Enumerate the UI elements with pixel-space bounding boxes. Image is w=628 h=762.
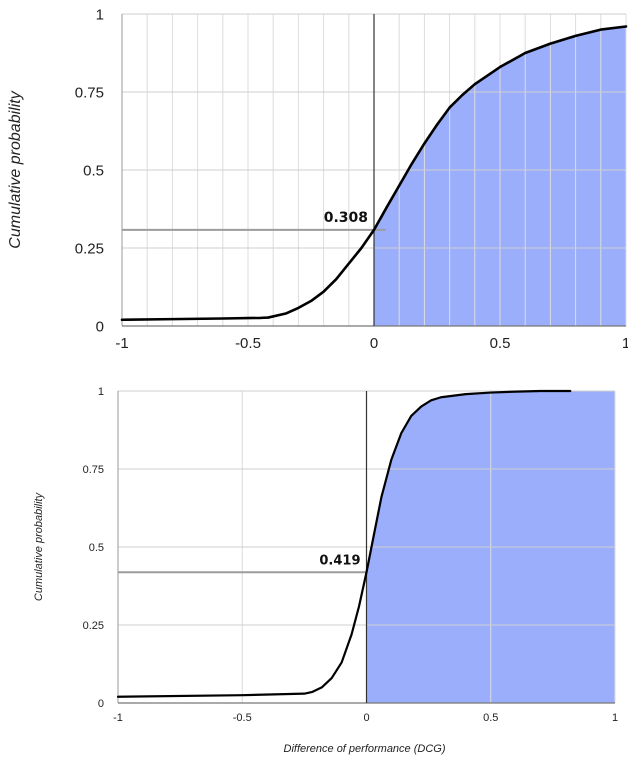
y-tick-label: 0.25 bbox=[75, 240, 104, 257]
x-axis-label: Difference of performance (DCG) bbox=[284, 743, 446, 755]
y-tick-label: 0.5 bbox=[83, 162, 104, 179]
y-axis-label: Cumulative probability bbox=[7, 90, 24, 248]
x-tick-label: 1 bbox=[612, 712, 618, 724]
cumulative-curve bbox=[120, 25, 628, 322]
annotation-label: 0.419 bbox=[319, 553, 360, 568]
y-tick-label: 1 bbox=[98, 386, 104, 398]
x-tick-label: 0.5 bbox=[490, 335, 511, 352]
x-tick-label: 1 bbox=[622, 335, 628, 352]
chart-2: 0.419 0 0.25 0.5 0.75 1 -1 -0.5 0 0.5 1 Cumulative … bbox=[33, 386, 618, 755]
y-tick-label: 0.75 bbox=[75, 84, 104, 101]
y-tick-label: 1 bbox=[96, 6, 104, 23]
y-tick-label: 0 bbox=[98, 698, 104, 710]
x-tick-label: 0 bbox=[363, 712, 369, 724]
annotation-label: 0.308 bbox=[324, 210, 368, 226]
y-tick-label: 0.5 bbox=[89, 542, 104, 554]
y-axis-label: Cumulative probability bbox=[33, 491, 45, 601]
y-tick-label: 0 bbox=[96, 318, 104, 335]
y-tick-label: 0.75 bbox=[83, 464, 104, 476]
x-tick-label: 0.5 bbox=[483, 712, 498, 724]
x-tick-label: -0.5 bbox=[235, 335, 261, 352]
chart-1: 0.308 0 0.25 0.5 0.75 1 -1 -0.5 0 0.5 1 Cumulative … bbox=[7, 6, 628, 352]
x-tick-label: -0.5 bbox=[233, 712, 252, 724]
x-tick-label: 0 bbox=[370, 335, 378, 352]
cumulative-curve bbox=[116, 389, 572, 698]
x-tick-label: -1 bbox=[115, 335, 128, 352]
y-tick-label: 0.25 bbox=[83, 620, 104, 632]
x-tick-label: -1 bbox=[113, 712, 123, 724]
